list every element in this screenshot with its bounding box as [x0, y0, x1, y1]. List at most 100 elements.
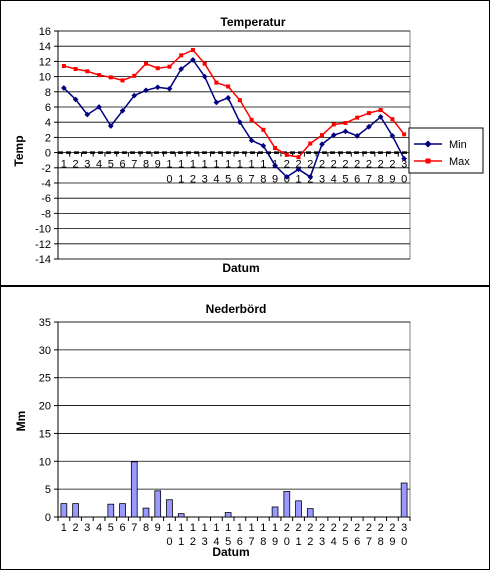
y-tick-label: 14	[39, 41, 51, 53]
x-tick-label: 2	[354, 522, 360, 534]
data-point-min	[84, 111, 91, 118]
data-point-max	[343, 120, 348, 125]
x-tick-label: 2	[331, 522, 337, 534]
x-tick-label: 1	[178, 159, 184, 171]
x-tick-label: 1	[249, 159, 255, 171]
y-tick-label: -2	[41, 163, 51, 175]
bar	[400, 482, 408, 518]
x-tick-label: 2	[389, 522, 395, 534]
data-point-max	[97, 73, 102, 78]
data-point-min	[131, 92, 138, 99]
data-point-min	[119, 107, 126, 114]
data-point-min	[307, 174, 314, 180]
x-tick-label: 5	[225, 536, 231, 548]
x-tick-label: 1	[272, 522, 278, 534]
data-point-max	[390, 117, 395, 122]
x-tick-label: 8	[378, 536, 384, 548]
y-tick-label: 4	[45, 117, 51, 129]
y-tick-label: 35	[39, 317, 51, 329]
data-point-max	[378, 108, 383, 113]
y-tick-label: -6	[41, 193, 51, 205]
precipitation-chart-panel: Nederbörd Mm Datum 0 5 10 15 20 25 30 35 1 2 3 4 5 6 7…	[0, 286, 490, 570]
x-axis-label: Datum	[222, 261, 259, 275]
x-tick-label: 2	[378, 159, 384, 171]
x-tick-label: 4	[213, 536, 219, 548]
data-point-min	[96, 104, 102, 110]
x-tick-label: 8	[260, 174, 266, 186]
x-tick-label: 1	[61, 159, 67, 171]
x-tick-label: 7	[249, 174, 255, 186]
bar	[60, 503, 68, 518]
x-tick-label: 3	[401, 159, 407, 171]
bar	[142, 507, 150, 518]
data-point-min	[107, 123, 114, 129]
x-tick-label: 2	[284, 522, 290, 534]
y-tick-label: 0	[45, 148, 51, 160]
x-tick-label: 0	[166, 174, 172, 186]
x-tick-label: 6	[119, 522, 125, 534]
x-tick-label: 1	[249, 522, 255, 534]
y-tick-label: 20	[39, 401, 51, 413]
x-tick-label: 2	[319, 159, 325, 171]
bar	[107, 503, 115, 518]
x-tick-label: 3	[319, 174, 325, 186]
x-tick-label: 2	[378, 522, 384, 534]
x-tick-label: 2	[331, 159, 337, 171]
data-point-max	[308, 141, 313, 146]
x-tick-label: 3	[202, 536, 208, 548]
x-tick-label: 2	[284, 159, 290, 171]
x-tick-label: 9	[155, 159, 161, 171]
x-tick-label: 4	[213, 174, 219, 186]
x-tick-label: 9	[155, 522, 161, 534]
x-tick-label: 2	[73, 159, 79, 171]
data-point-max	[261, 127, 266, 132]
x-tick-label: 2	[319, 522, 325, 534]
x-tick-label: 9	[272, 536, 278, 548]
x-tick-label: 1	[166, 522, 172, 534]
data-point-max	[179, 53, 184, 58]
x-tick-label: 2	[190, 174, 196, 186]
bar	[72, 503, 79, 518]
x-tick-label: 2	[190, 536, 196, 548]
data-point-max	[132, 73, 137, 78]
legend-max-label: Max	[449, 156, 470, 168]
data-point-min	[260, 142, 267, 149]
x-tick-label: 4	[331, 174, 337, 186]
y-tick-label: -4	[41, 178, 51, 190]
x-tick-label: 1	[295, 536, 301, 548]
x-tick-label: 0	[401, 536, 407, 548]
x-tick-label: 3	[84, 522, 90, 534]
x-tick-label: 5	[342, 174, 348, 186]
data-point-min	[178, 66, 185, 72]
x-tick-label: 2	[366, 159, 372, 171]
x-tick-label: 1	[166, 159, 172, 171]
y-tick-label: -10	[35, 224, 51, 236]
x-tick-label: 2	[295, 522, 301, 534]
legend-min-label: Min	[449, 139, 467, 151]
x-tick-label: 1	[237, 522, 243, 534]
data-point-min	[330, 132, 337, 138]
x-tick-label: 3	[202, 174, 208, 186]
x-tick-label: 1	[213, 522, 219, 534]
x-tick-label: 6	[237, 174, 243, 186]
data-point-max	[214, 80, 219, 85]
data-point-max	[237, 98, 242, 103]
data-point-min	[389, 133, 396, 139]
y-tick-label: 16	[39, 26, 51, 38]
bar	[119, 503, 126, 518]
x-tick-label: 3	[319, 536, 325, 548]
y-tick-label: -8	[41, 208, 51, 220]
y-axis-label: Mm	[14, 411, 28, 432]
data-point-max	[144, 61, 148, 66]
bar	[295, 500, 302, 518]
data-point-min	[272, 162, 278, 169]
temperature-chart: Temperatur Temp Datum -14 -12 -10 -8 -6 -4 -2 0…	[12, 15, 484, 275]
data-point-max	[320, 133, 324, 138]
x-tick-label: 0	[401, 174, 407, 186]
data-point-min	[213, 99, 220, 106]
x-tick-label: 6	[354, 174, 360, 186]
y-tick-label: -14	[35, 254, 51, 266]
data-point-min	[319, 141, 325, 148]
x-tick-label: 5	[342, 536, 348, 548]
x-tick-label: 7	[366, 536, 372, 548]
